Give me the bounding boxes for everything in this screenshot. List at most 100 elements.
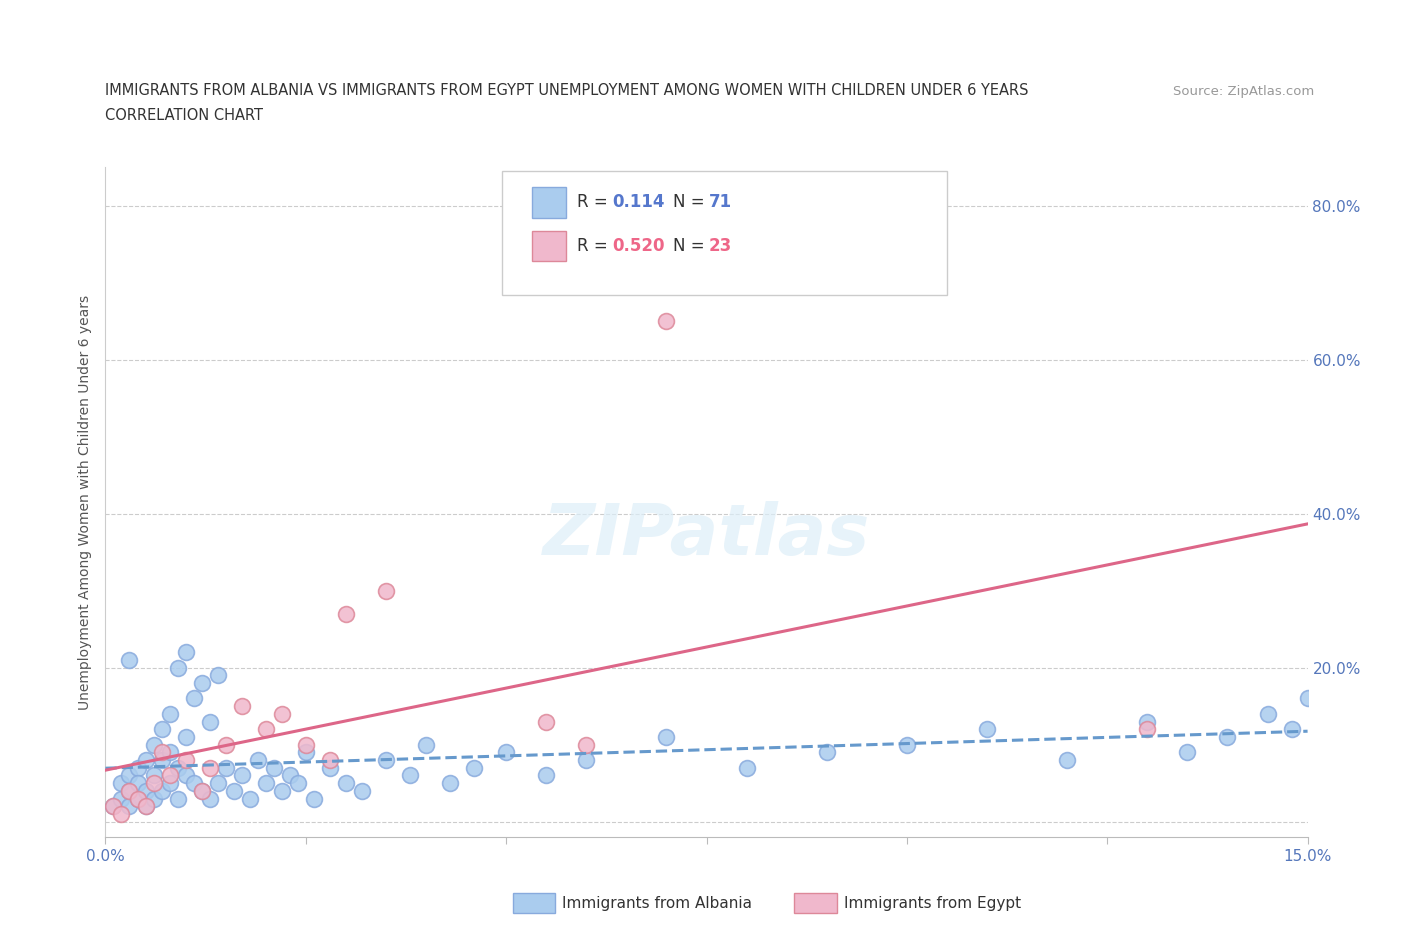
Point (150, 745, 173, 760)
Point (319, 752, 342, 767)
Point (1257, 707, 1279, 722)
Point (415, 737, 437, 752)
Text: 0.114: 0.114 (613, 193, 665, 211)
Point (135, 799, 157, 814)
Point (335, 776, 357, 790)
Point (1056, 752, 1078, 767)
Point (246, 752, 269, 767)
Point (166, 660, 188, 675)
Point (183, 691, 205, 706)
Point (159, 776, 181, 790)
FancyBboxPatch shape (533, 188, 565, 218)
Text: 23: 23 (709, 237, 733, 256)
Point (1136, 714, 1159, 729)
Point (118, 799, 141, 814)
Point (198, 714, 221, 729)
Point (319, 761, 342, 776)
Point (150, 752, 173, 767)
Point (278, 768, 301, 783)
Point (1296, 691, 1319, 706)
Point (103, 799, 125, 814)
Text: R =: R = (576, 237, 613, 256)
Point (118, 653, 141, 668)
Point (127, 761, 149, 776)
Point (159, 768, 181, 783)
Point (142, 791, 165, 806)
Point (174, 752, 197, 767)
Point (575, 737, 598, 752)
Point (135, 752, 157, 767)
Point (207, 668, 229, 683)
Text: CORRELATION CHART: CORRELATION CHART (105, 108, 263, 123)
Point (1281, 722, 1303, 737)
Point (127, 776, 149, 790)
Point (127, 791, 149, 806)
Point (103, 799, 125, 814)
Point (295, 745, 318, 760)
Point (374, 752, 398, 767)
Point (135, 799, 157, 814)
Point (142, 776, 165, 790)
Point (270, 707, 292, 722)
Point (350, 783, 373, 798)
Point (534, 714, 557, 729)
Point (207, 776, 229, 790)
Point (263, 761, 285, 776)
Text: 0.520: 0.520 (613, 237, 665, 256)
Point (439, 776, 461, 790)
Point (335, 606, 357, 621)
Text: N =: N = (673, 237, 710, 256)
Point (1136, 722, 1159, 737)
Point (135, 783, 157, 798)
Point (190, 783, 212, 798)
Text: IMMIGRANTS FROM ALBANIA VS IMMIGRANTS FROM EGYPT UNEMPLOYMENT AMONG WOMEN WITH C: IMMIGRANTS FROM ALBANIA VS IMMIGRANTS FR… (105, 83, 1029, 98)
Text: Source: ZipAtlas.com: Source: ZipAtlas.com (1174, 85, 1315, 98)
Point (399, 768, 422, 783)
Point (127, 791, 149, 806)
Y-axis label: Unemployment Among Women with Children Under 6 years: Unemployment Among Women with Children U… (79, 295, 93, 710)
Point (118, 768, 141, 783)
FancyBboxPatch shape (533, 231, 565, 261)
Point (166, 791, 188, 806)
Point (254, 776, 277, 790)
Point (287, 776, 309, 790)
Point (534, 768, 557, 783)
Point (190, 783, 212, 798)
Point (254, 722, 277, 737)
Point (735, 761, 758, 776)
Text: Immigrants from Egypt: Immigrants from Egypt (844, 896, 1021, 910)
Point (142, 768, 165, 783)
Point (495, 745, 517, 760)
Point (976, 722, 998, 737)
Point (270, 783, 292, 798)
FancyBboxPatch shape (502, 171, 948, 295)
Point (159, 745, 181, 760)
Point (239, 791, 262, 806)
Point (222, 783, 245, 798)
Point (110, 791, 132, 806)
Point (142, 737, 165, 752)
Point (159, 707, 181, 722)
Point (150, 783, 173, 798)
Point (896, 737, 918, 752)
Point (190, 675, 212, 690)
Point (231, 698, 253, 713)
Point (118, 783, 141, 798)
Point (150, 722, 173, 737)
Point (655, 314, 678, 329)
Point (231, 768, 253, 783)
Text: ZIPatlas: ZIPatlas (543, 501, 870, 570)
Point (463, 761, 485, 776)
Point (118, 783, 141, 798)
Text: N =: N = (673, 193, 710, 211)
Text: Immigrants from Albania: Immigrants from Albania (562, 896, 752, 910)
Point (655, 729, 678, 744)
Point (1177, 745, 1199, 760)
Point (198, 761, 221, 776)
Point (214, 761, 236, 776)
Point (110, 806, 132, 821)
Point (302, 791, 325, 806)
Point (1216, 729, 1239, 744)
Point (214, 737, 236, 752)
Point (174, 768, 197, 783)
